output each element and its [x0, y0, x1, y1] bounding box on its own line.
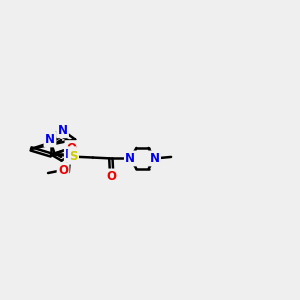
Text: O: O — [58, 164, 68, 176]
Text: N: N — [65, 148, 75, 161]
Text: O: O — [66, 142, 76, 154]
Text: N: N — [150, 152, 160, 165]
Text: N: N — [58, 124, 68, 137]
Text: N: N — [125, 152, 135, 165]
Text: N: N — [45, 133, 55, 146]
Text: O: O — [107, 170, 117, 183]
Text: S: S — [69, 150, 78, 163]
